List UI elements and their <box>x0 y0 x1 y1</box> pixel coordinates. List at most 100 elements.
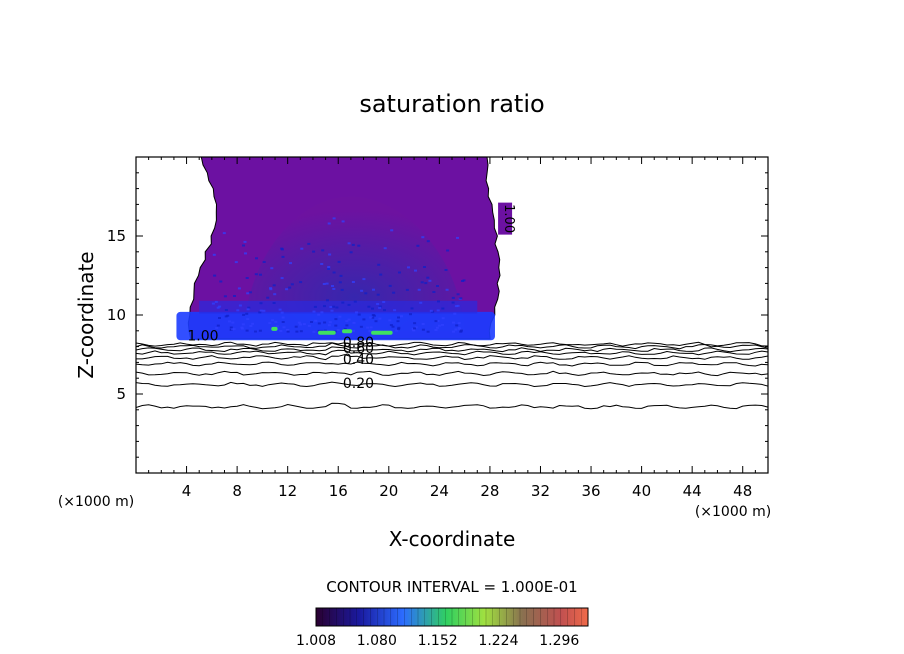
plume-speckle <box>437 300 440 303</box>
colorbar-tick-label: 1.152 <box>418 633 458 649</box>
contour-line <box>136 341 768 347</box>
plume-speckle <box>420 281 424 284</box>
plume-speckle <box>323 305 326 308</box>
plume-max-patch <box>342 329 353 334</box>
plume-speckle <box>326 299 329 302</box>
colorbar: 1.008 1.080 1.152 1.224 1.296 <box>296 607 589 649</box>
x-tick-label: 48 <box>733 482 752 500</box>
plume-speckle <box>321 249 325 252</box>
plume-speckle <box>421 328 425 331</box>
plume-speckle <box>307 242 311 245</box>
colorbar-tick-label: 1.080 <box>357 633 397 649</box>
plume-speckle <box>453 312 457 315</box>
plume-speckle <box>352 329 355 332</box>
plume-speckle <box>242 244 245 247</box>
plume-speckle <box>390 229 394 232</box>
plume-speckle <box>441 307 445 310</box>
plume-speckle <box>372 314 376 317</box>
x-tick-label: 16 <box>329 482 348 500</box>
contour-line <box>136 349 768 356</box>
plume-speckle <box>436 309 440 312</box>
plume-speckle <box>454 305 458 308</box>
plume-speckle <box>376 293 380 296</box>
plume-speckle <box>320 263 324 265</box>
plume-speckle <box>400 315 403 318</box>
plume-speckle <box>281 316 285 319</box>
plume-speckle <box>432 291 436 293</box>
plume-speckle <box>338 315 342 318</box>
plume-speckle <box>451 301 455 304</box>
plume-speckle <box>231 328 235 331</box>
plume-speckle <box>211 302 215 305</box>
plume-max-patch <box>318 330 336 335</box>
plume-speckle <box>366 326 370 329</box>
plume-speckle <box>332 305 336 308</box>
plume-speckle <box>320 311 324 314</box>
contour-label: 1.00 <box>187 329 218 345</box>
plume-speckle <box>383 309 386 312</box>
plume-speckle <box>328 253 332 256</box>
plume-speckle <box>312 330 316 333</box>
plume-speckle <box>331 285 334 287</box>
contour-label-bg <box>498 202 513 235</box>
plume-speckle <box>457 322 461 325</box>
plume-speckle <box>233 295 236 297</box>
contour-label: 0.80 <box>343 335 374 351</box>
plume-speckle <box>351 281 355 283</box>
plume-speckle <box>300 247 304 250</box>
plume-speckle <box>282 326 286 329</box>
plume-speckle <box>317 329 321 332</box>
plume-speckle <box>421 323 425 325</box>
plume-speckle <box>222 232 226 235</box>
contour-labels: 1.00 1.00 0.800.600.40 0.20 <box>187 202 516 392</box>
plume-speckle <box>275 325 279 328</box>
plume-speckle <box>262 309 266 312</box>
plume-speckle <box>259 302 263 305</box>
plume-speckle <box>216 306 220 309</box>
plume-speckle <box>423 266 426 268</box>
plume-speckle <box>290 283 294 286</box>
plume-speckle <box>218 305 222 308</box>
plume-speckle <box>280 277 284 280</box>
plume-speckle <box>378 317 382 320</box>
plume-speckle <box>332 287 336 290</box>
plume-speckle <box>285 329 289 331</box>
plume-speckle <box>459 330 463 333</box>
plume-speckle <box>367 305 371 308</box>
plume-speckle <box>312 310 316 313</box>
plume-speckle <box>332 271 336 274</box>
plume-speckle <box>228 320 231 323</box>
plume-speckle <box>397 328 401 331</box>
plume-speckle <box>294 325 298 328</box>
plume-speckle <box>376 303 380 305</box>
colorbar-ticks: 1.008 1.080 1.152 1.224 1.296 <box>296 608 582 649</box>
plume-speckle <box>307 324 311 327</box>
plume-speckle <box>347 318 351 321</box>
x-tick-label: 24 <box>430 482 449 500</box>
plume-speckle <box>327 222 331 225</box>
colorbar-tick-label: 1.224 <box>478 633 518 649</box>
plume-speckle <box>414 269 417 272</box>
plume-max-patch <box>271 326 278 331</box>
plume-speckle <box>246 318 250 321</box>
plume-speckle <box>244 252 247 255</box>
plume-speckle <box>327 324 331 327</box>
plume-speckle <box>241 323 245 326</box>
plume-speckle <box>461 280 464 282</box>
plume-speckle <box>416 244 420 247</box>
plume-speckle <box>429 309 433 312</box>
plume-speckle <box>259 309 263 312</box>
x-tick-label: 12 <box>278 482 297 500</box>
plume-speckle <box>234 261 238 264</box>
plume-speckle <box>369 316 373 319</box>
plume-speckle <box>216 324 220 327</box>
plume-speckle <box>388 319 392 322</box>
x-tick-label: 36 <box>581 482 600 500</box>
plume-speckle <box>302 323 306 326</box>
plume-speckle <box>337 260 341 263</box>
plume-speckle <box>329 306 333 308</box>
plume-speckle <box>325 282 329 285</box>
plume-speckle <box>330 309 334 312</box>
plume-speckle <box>355 311 358 314</box>
